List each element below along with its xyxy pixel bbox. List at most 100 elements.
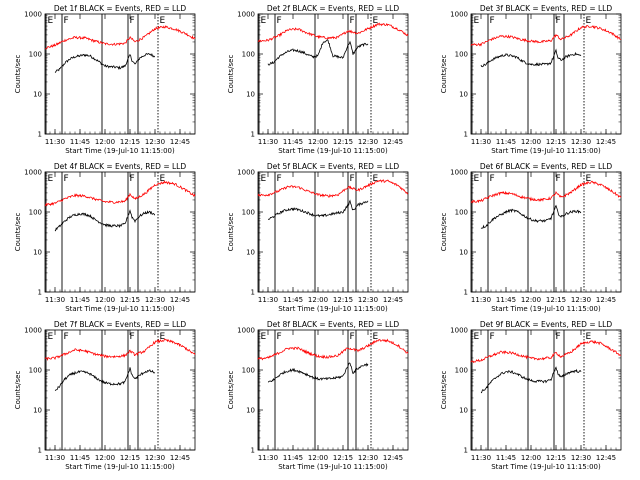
plot-frame (470, 171, 622, 293)
x-tick-label: 11:45 (283, 138, 303, 146)
x-tick-label: 12:45 (596, 296, 616, 304)
state-marker-label: F (64, 174, 69, 184)
lld-series-line (44, 180, 196, 207)
panel-title: Det 8f BLACK = Events, RED = LLD (267, 320, 400, 329)
lld-series-line (44, 25, 196, 50)
state-marker-label: E (373, 174, 379, 184)
y-tick-label: 100 (242, 51, 255, 59)
det-panel: Det 7f BLACK = Events, RED = LLD 1 10 100 10… (14, 320, 196, 471)
y-tick-label: 100 (242, 209, 255, 217)
x-tick-label: 12:00 (308, 138, 328, 146)
plot-frame (44, 13, 196, 135)
y-tick-label: 1 (464, 447, 468, 455)
x-tick-label: 12:30 (145, 296, 165, 304)
panel-title: Det 2f BLACK = Events, RED = LLD (267, 4, 400, 13)
y-tick-label: 1000 (24, 327, 42, 335)
x-tick-label: 12:30 (571, 454, 591, 462)
y-tick-label: 100 (455, 367, 468, 375)
state-marker-label: F (277, 332, 282, 342)
state-marker-label: E (586, 16, 592, 26)
lld-series-line (257, 179, 409, 198)
x-tick-label: 11:30 (258, 454, 278, 462)
x-tick-label: 12:45 (596, 454, 616, 462)
x-tick-label: 11:30 (45, 138, 65, 146)
y-tick-label: 1000 (237, 169, 255, 177)
state-marker-label: E (474, 332, 480, 342)
det-panel: Det 6f BLACK = Events, RED = LLD 1 10 100 10… (440, 162, 622, 313)
panel-title: Det 4f BLACK = Events, RED = LLD (54, 162, 187, 171)
panel-title: Det 6f BLACK = Events, RED = LLD (480, 162, 613, 171)
x-axis-title: Start Time (19-Jul-10 11:15:00) (278, 305, 388, 313)
state-marker-label: E (373, 332, 379, 342)
x-axis-title: Start Time (19-Jul-10 11:15:00) (65, 463, 175, 471)
x-tick-label: 11:45 (283, 296, 303, 304)
panel-title: Det 3f BLACK = Events, RED = LLD (480, 4, 613, 13)
det-panel: Det 5f BLACK = Events, RED = LLD 1 10 100 10… (227, 162, 409, 313)
state-marker-label: F (350, 332, 355, 342)
state-marker-label: E (586, 332, 592, 342)
x-tick-label: 12:45 (383, 138, 403, 146)
x-tick-label: 12:30 (571, 296, 591, 304)
y-tick-label: 10 (246, 407, 255, 415)
y-tick-label: 100 (242, 367, 255, 375)
y-axis-title: Counts/sec (14, 55, 22, 94)
state-marker-label: E (373, 16, 379, 26)
x-tick-label: 11:30 (45, 296, 65, 304)
y-tick-label: 100 (29, 367, 42, 375)
x-tick-label: 11:45 (283, 454, 303, 462)
x-tick-label: 11:30 (471, 454, 491, 462)
x-tick-label: 12:30 (145, 138, 165, 146)
x-tick-label: 12:00 (95, 454, 115, 462)
events-series-line (54, 367, 155, 391)
x-tick-label: 12:30 (358, 138, 378, 146)
x-tick-label: 11:30 (258, 138, 278, 146)
panel-title: Det 5f BLACK = Events, RED = LLD (267, 162, 400, 171)
y-tick-label: 1 (251, 289, 255, 297)
plot-frame (44, 329, 196, 451)
state-marker-label: E (474, 16, 480, 26)
det-panel: Det 8f BLACK = Events, RED = LLD 1 10 100 10… (227, 320, 409, 471)
x-tick-label: 11:30 (258, 296, 278, 304)
y-axis-title: Counts/sec (440, 371, 448, 410)
det-panel: Det 2f BLACK = Events, RED = LLD 1 10 100 10… (227, 4, 409, 155)
events-series-line (267, 39, 369, 66)
y-axis-title: Counts/sec (14, 213, 22, 252)
y-tick-label: 10 (246, 91, 255, 99)
y-tick-label: 1 (251, 447, 255, 455)
x-tick-label: 11:45 (496, 138, 516, 146)
state-marker-label: E (160, 332, 166, 342)
x-tick-label: 11:30 (471, 138, 491, 146)
x-tick-label: 12:00 (521, 454, 541, 462)
x-tick-label: 12:45 (170, 296, 190, 304)
plot-frame (470, 13, 622, 135)
y-axis-title: Counts/sec (440, 55, 448, 94)
x-tick-label: 12:45 (170, 454, 190, 462)
state-marker-label: F (490, 16, 495, 26)
state-marker-label: E (48, 332, 54, 342)
x-axis-title: Start Time (19-Jul-10 11:15:00) (491, 463, 601, 471)
x-tick-label: 12:00 (308, 296, 328, 304)
plot-frame (257, 13, 409, 135)
state-marker-label: F (350, 174, 355, 184)
y-tick-label: 1 (38, 131, 42, 139)
state-marker-label: E (261, 174, 267, 184)
state-marker-label: F (130, 16, 135, 26)
x-tick-label: 12:15 (333, 454, 353, 462)
state-marker-label: F (556, 332, 561, 342)
lld-series-line (470, 25, 622, 47)
x-tick-label: 12:45 (596, 138, 616, 146)
x-tick-label: 12:00 (521, 138, 541, 146)
state-marker-label: E (261, 16, 267, 26)
state-marker-label: E (261, 332, 267, 342)
x-tick-label: 12:30 (358, 296, 378, 304)
y-tick-label: 1 (464, 289, 468, 297)
y-tick-label: 1000 (237, 327, 255, 335)
x-axis-title: Start Time (19-Jul-10 11:15:00) (491, 147, 601, 155)
x-axis-title: Start Time (19-Jul-10 11:15:00) (65, 305, 175, 313)
x-tick-label: 12:00 (95, 138, 115, 146)
state-marker-label: E (48, 174, 54, 184)
lld-series-line (257, 22, 409, 43)
events-series-line (267, 362, 369, 383)
x-tick-label: 12:30 (358, 454, 378, 462)
